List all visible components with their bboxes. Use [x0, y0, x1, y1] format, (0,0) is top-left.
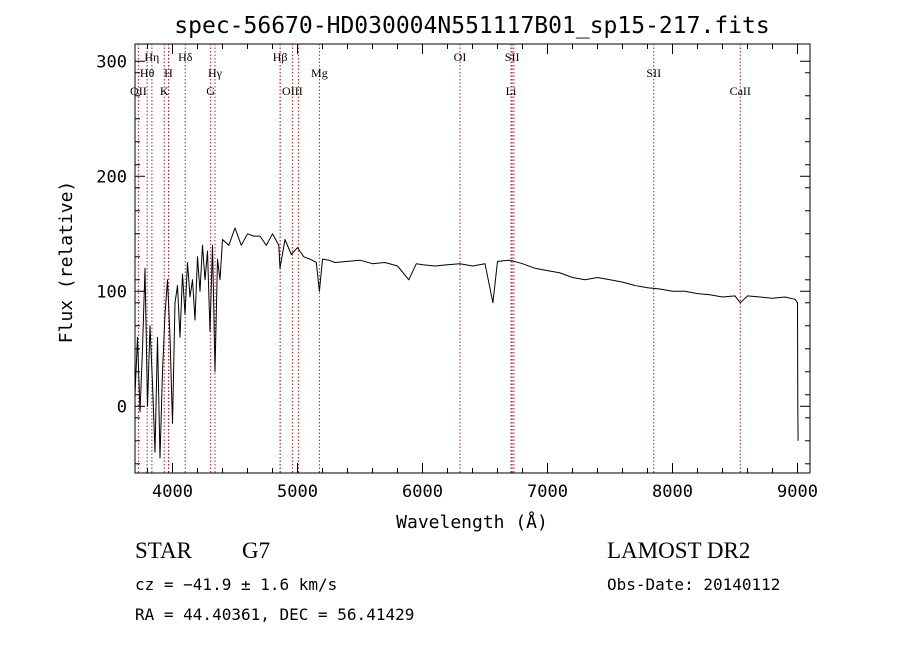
- x-tick-label: 9000: [777, 482, 818, 502]
- object-subclass: G7: [242, 538, 271, 563]
- x-tick-label: 5000: [277, 482, 318, 502]
- x-tick-label: 4000: [152, 482, 193, 502]
- y-axis-label: Flux (relative): [56, 181, 77, 344]
- x-tick-label: 7000: [527, 482, 568, 502]
- x-axis-ticks: 4000 5000 6000 7000 8000 9000: [147, 44, 818, 502]
- ra-dec-coordinates: RA = 44.40361, DEC = 56.41429: [135, 605, 415, 624]
- spectral-line-markers: [137, 44, 741, 473]
- spectral-line-label: OIII: [282, 84, 303, 98]
- survey-name: LAMOST DR2: [607, 538, 751, 563]
- observation-date: Obs-Date: 20140112: [607, 575, 781, 594]
- object-class: STAR: [135, 538, 192, 563]
- spectral-line-label: K: [160, 84, 169, 98]
- spectral-line-label: OI: [454, 50, 467, 64]
- x-tick-label: 8000: [652, 482, 693, 502]
- spectral-line-label: Li: [506, 84, 517, 98]
- spectral-line-label: Hβ: [273, 50, 288, 64]
- chart-title: spec-56670-HD030004N551117B01_sp15-217.f…: [174, 13, 769, 39]
- spectral-line-label: Hγ: [208, 66, 223, 80]
- spectral-line-label: CaII: [730, 84, 751, 98]
- y-tick-label: 100: [96, 282, 127, 302]
- spectral-line-label: Hη: [144, 50, 159, 64]
- redshift-velocity: cz = −41.9 ± 1.6 km/s: [135, 575, 338, 594]
- spectral-line-label: Hδ: [178, 50, 193, 64]
- x-axis-label: Wavelength (Å): [396, 511, 548, 533]
- y-tick-label: 300: [96, 52, 127, 72]
- y-axis-ticks: 0 100 200 300: [96, 52, 810, 465]
- y-tick-label: 0: [117, 397, 127, 417]
- spectrum-line: [134, 227, 799, 459]
- spectral-line-label: SII: [646, 66, 661, 80]
- spectral-line-label: Mg: [311, 66, 328, 80]
- spectral-line-label: SII: [505, 50, 520, 64]
- spectral-line-label: G: [206, 84, 215, 98]
- spectral-line-label: H: [164, 66, 173, 80]
- spectral-line-labels: Hη Hθ OII HK Hδ Hγ G Hβ Mg OIII OI SII Li SII CaII: [130, 50, 751, 98]
- plot-frame: [134, 43, 811, 474]
- y-tick-label: 200: [96, 167, 127, 187]
- spectral-line-label: Hθ: [140, 66, 155, 80]
- spectral-line-label: OII: [130, 84, 147, 98]
- x-tick-label: 6000: [402, 482, 443, 502]
